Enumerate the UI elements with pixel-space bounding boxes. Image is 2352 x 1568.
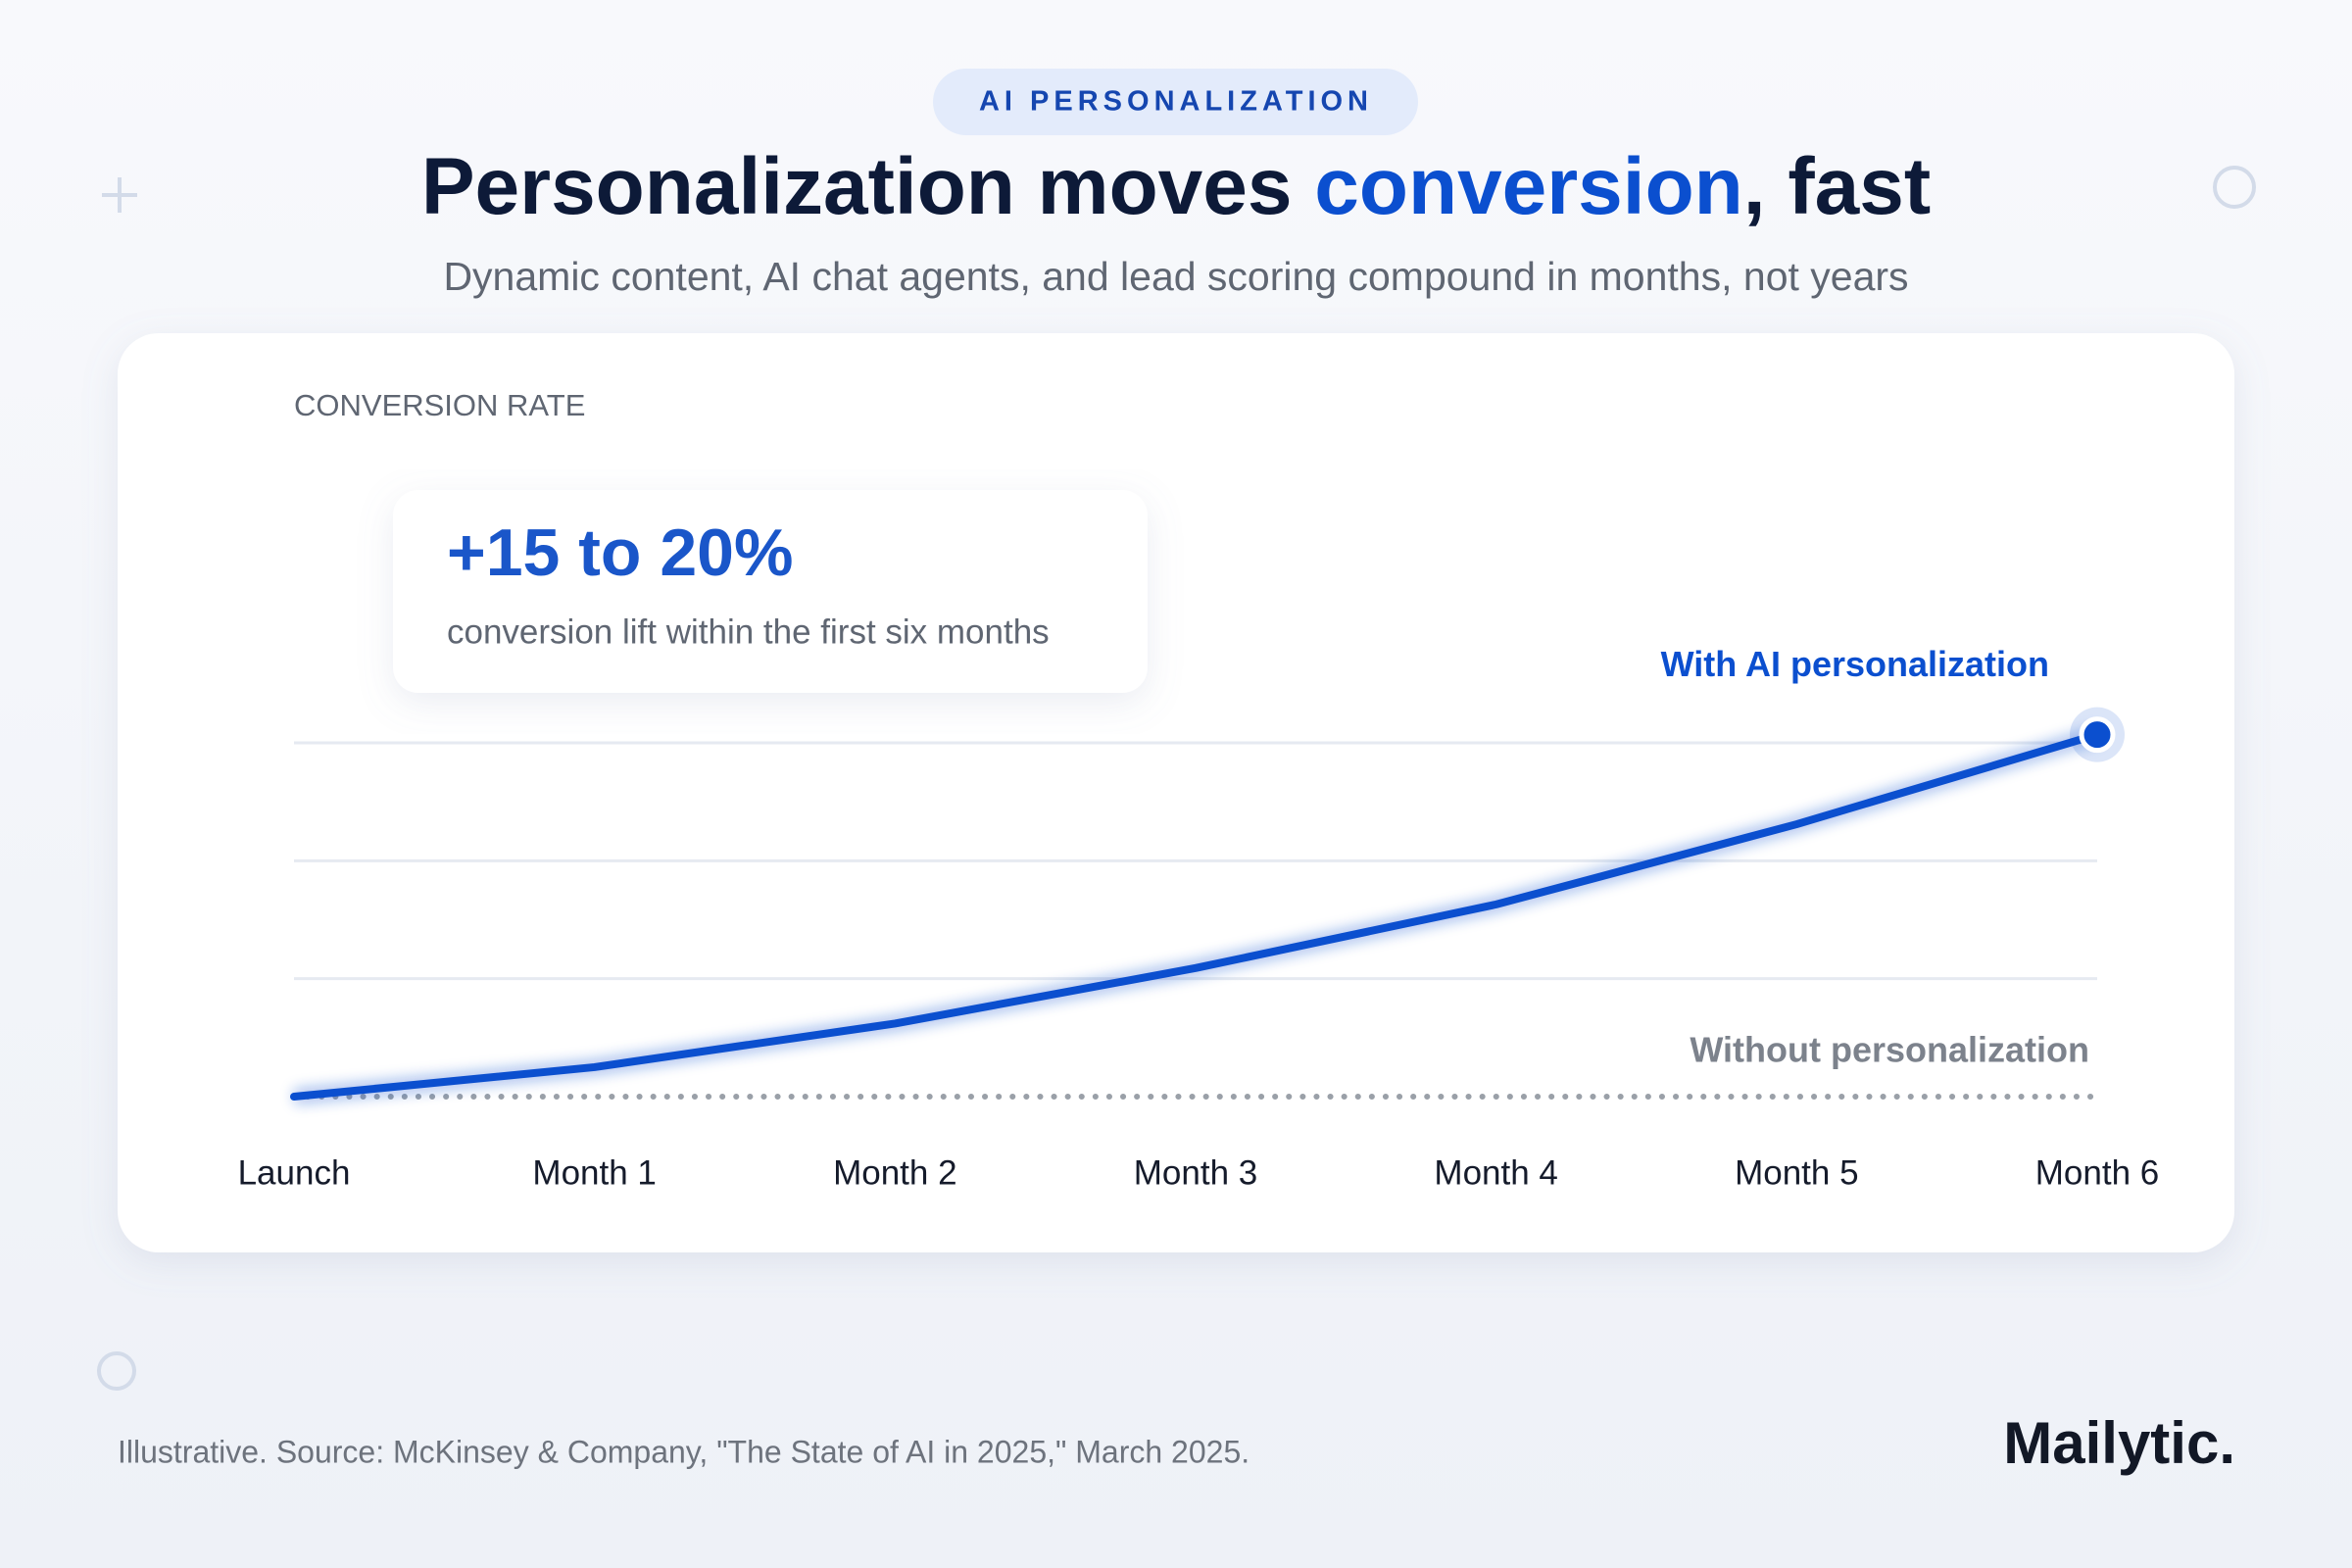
x-tick-label: Launch [238, 1153, 351, 1192]
x-tick-label: Month 5 [1735, 1153, 1858, 1192]
source: Illustrative. Source: McKinsey & Company… [118, 1434, 1250, 1469]
badge-text: AI PERSONALIZATION [979, 86, 1373, 118]
badge [933, 69, 1418, 135]
deco-circle [2213, 166, 2256, 209]
end-marker [2079, 716, 2116, 754]
title-part: Personalization moves [421, 142, 1314, 231]
x-tick-label: Month 6 [2035, 1153, 2159, 1192]
annotation-text: conversion lift within the first six mon… [447, 612, 1050, 651]
brand-logo: Mailytic. [2003, 1410, 2235, 1476]
x-tick-label: Month 1 [532, 1153, 656, 1192]
x-tick-label: Month 2 [833, 1153, 956, 1192]
annotation-headline: +15 to 20% [447, 515, 793, 590]
y-axis-label: CONVERSION RATE [294, 388, 585, 422]
x-tick-label: Month 3 [1134, 1153, 1257, 1192]
decorations [97, 166, 2256, 1391]
deco-circle [97, 1351, 136, 1391]
title-part: , fast [1743, 142, 1931, 231]
subtitle: Dynamic content, AI chat agents, and lea… [443, 254, 1908, 299]
title-highlight: conversion [1314, 142, 1742, 231]
plot: Launch Month 1 Month 2 Month 3 Month 4 Month … [238, 644, 2160, 1192]
annotation-box [393, 490, 1148, 693]
series-line [290, 730, 2101, 1101]
title: Personalization moves conversion, fast [421, 142, 1931, 231]
series-label: With AI personalization [1661, 644, 2049, 684]
series-label: Without personalization [1690, 1030, 2089, 1070]
x-tick-label: Month 4 [1434, 1153, 1557, 1192]
